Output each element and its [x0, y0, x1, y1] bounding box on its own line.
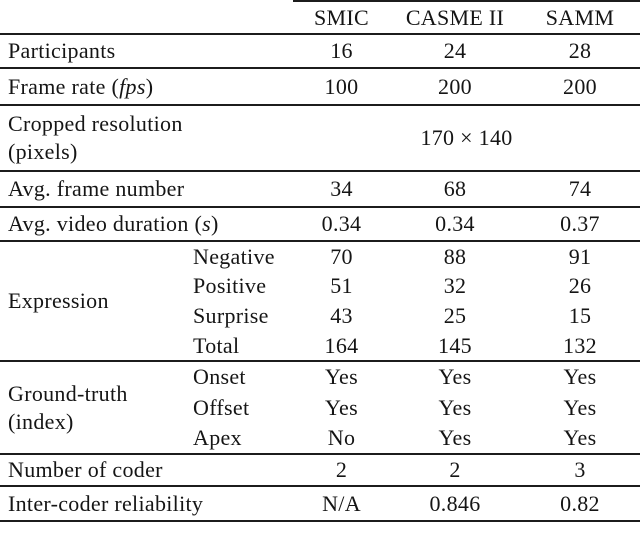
- expression-negative-casme-ii: 88: [443, 243, 467, 269]
- ground-truth-apex-casme-ii: Yes: [390, 423, 520, 455]
- frame-rate-samm: 200: [520, 68, 640, 106]
- row-label-participants: Participants: [0, 34, 293, 69]
- table-row-cropped-resolution: Cropped resolution (pixels) 170 × 140: [0, 105, 640, 172]
- avg-video-duration-smic: 0.34: [293, 207, 390, 242]
- ground-truth-onset-samm: Yes: [563, 364, 597, 389]
- expression-positive-smic: 51: [330, 273, 353, 298]
- expression-surprise-casme-ii: 25: [443, 303, 467, 328]
- table-row-frame-rate: Frame rate (fps) 100 200 200: [0, 68, 640, 106]
- avg-frame-number-samm: 74: [520, 171, 640, 208]
- inter-coder-reliability-samm: 0.82: [520, 486, 640, 522]
- table-row-ground-truth-onset: Ground-truth (index) Onset Yes Yes Yes: [0, 361, 640, 455]
- table-row-number-of-coder: Number of coder 2 2 3: [0, 454, 640, 487]
- sublabel-apex: Apex: [185, 423, 293, 455]
- inter-coder-reliability-smic: N/A: [293, 486, 390, 522]
- avg-frame-number-casme-ii: 68: [390, 171, 520, 208]
- avg-video-duration-casme-ii: 0.34: [390, 207, 520, 242]
- row-label-ground-truth: Ground-truth (index): [0, 361, 185, 455]
- row-label-frame-rate: Frame rate (fps): [0, 68, 293, 106]
- table-row-inter-coder-reliability: Inter-coder reliability N/A 0.846 0.82: [0, 486, 640, 522]
- row-label-number-of-coder: Number of coder: [0, 454, 293, 487]
- table-row-avg-video-duration: Avg. video duration (s) 0.34 0.34 0.37: [0, 207, 640, 242]
- ground-truth-apex-samm: Yes: [520, 423, 640, 455]
- table-row-avg-frame-number: Avg. frame number 34 68 74: [0, 171, 640, 208]
- sublabel-onset: Onset: [193, 364, 246, 389]
- column-header-smic: SMIC: [293, 0, 390, 35]
- header-spacer: [0, 1, 293, 35]
- participants-smic: 16: [293, 34, 390, 69]
- table-row-expression-positive: Positive 51 32 26: [0, 271, 640, 301]
- cropped-resolution-value: 170 × 140: [293, 105, 640, 172]
- expression-total-casme-ii: 145: [390, 331, 520, 362]
- ground-truth-offset-smic: Yes: [325, 394, 358, 420]
- expression-negative-samm: 91: [568, 243, 592, 269]
- avg-video-duration-samm: 0.37: [520, 207, 640, 242]
- row-label-expression: Expression: [0, 241, 185, 362]
- sublabel-surprise: Surprise: [193, 303, 269, 328]
- ground-truth-onset-casme-ii: Yes: [438, 364, 472, 389]
- frame-rate-smic: 100: [293, 68, 390, 106]
- ground-truth-offset-samm: Yes: [563, 394, 597, 420]
- expression-total-smic: 164: [293, 331, 390, 362]
- dataset-comparison-table: SMIC CASME II SAMM Participants 16 24 28…: [0, 0, 640, 522]
- number-of-coder-smic: 2: [293, 454, 390, 487]
- row-label-avg-frame-number: Avg. frame number: [0, 171, 293, 208]
- expression-negative-smic: 70: [330, 243, 353, 269]
- column-header-casme-ii: CASME II: [390, 0, 520, 35]
- row-label-cropped-resolution: Cropped resolution (pixels): [0, 105, 293, 172]
- sublabel-total: Total: [185, 331, 293, 362]
- table-row-expression-negative: Expression Negative 70 88 91: [0, 241, 640, 362]
- ground-truth-onset-smic: Yes: [325, 364, 358, 389]
- table-row-expression-surprise: Surprise 43 25 15: [0, 301, 640, 331]
- sublabel-positive: Positive: [193, 273, 267, 298]
- table-row-participants: Participants 16 24 28: [0, 34, 640, 69]
- table-row-expression-total: Total 164 145 132: [0, 331, 640, 362]
- expression-surprise-smic: 43: [330, 303, 353, 328]
- table-row-ground-truth-offset: Offset Yes Yes Yes: [0, 392, 640, 423]
- table-row-ground-truth-apex: Apex No Yes Yes: [0, 423, 640, 455]
- column-header-samm: SAMM: [520, 0, 640, 35]
- sublabel-negative: Negative: [193, 243, 275, 269]
- expression-positive-samm: 26: [568, 273, 592, 298]
- inter-coder-reliability-casme-ii: 0.846: [390, 486, 520, 522]
- participants-samm: 28: [520, 34, 640, 69]
- participants-casme-ii: 24: [390, 34, 520, 69]
- number-of-coder-casme-ii: 2: [390, 454, 520, 487]
- row-label-inter-coder-reliability: Inter-coder reliability: [0, 486, 293, 522]
- expression-surprise-samm: 15: [568, 303, 592, 328]
- frame-rate-casme-ii: 200: [390, 68, 520, 106]
- expression-total-samm: 132: [520, 331, 640, 362]
- row-label-avg-video-duration: Avg. video duration (s): [0, 207, 293, 242]
- sublabel-offset: Offset: [193, 394, 250, 420]
- expression-positive-casme-ii: 32: [443, 273, 467, 298]
- avg-frame-number-smic: 34: [293, 171, 390, 208]
- ground-truth-offset-casme-ii: Yes: [438, 394, 472, 420]
- ground-truth-apex-smic: No: [293, 423, 390, 455]
- header-row: SMIC CASME II SAMM: [0, 0, 640, 35]
- number-of-coder-samm: 3: [520, 454, 640, 487]
